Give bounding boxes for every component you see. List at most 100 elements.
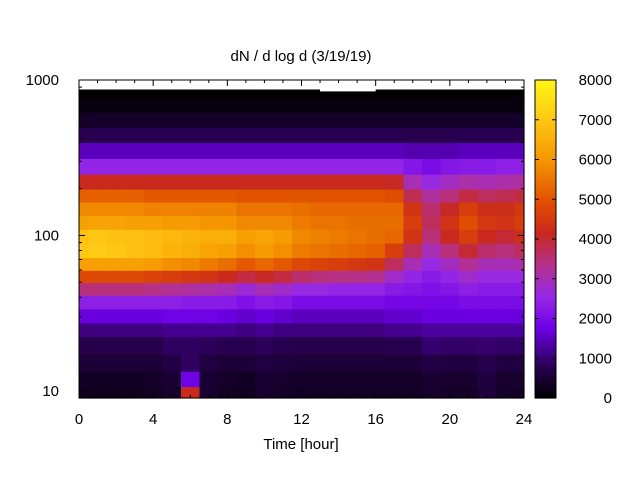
colorbar-swatch — [535, 376, 556, 379]
heatmap-cell — [384, 336, 405, 355]
colorbar-swatch — [535, 296, 556, 300]
heatmap-cell — [162, 308, 182, 324]
colorbar-swatch — [535, 115, 556, 119]
heatmap-cell — [440, 158, 460, 175]
heatmap-cell — [440, 308, 460, 324]
heatmap-cell — [422, 308, 442, 324]
heatmap-cell — [162, 371, 182, 388]
heatmap-cell — [218, 142, 238, 159]
heatmap-cell — [88, 322, 108, 338]
y-tick-label: 1000 — [26, 72, 59, 89]
heatmap-cell — [366, 322, 386, 338]
colorbar-swatch — [535, 221, 556, 224]
heatmap-cell — [347, 308, 367, 324]
heatmap-cell — [218, 188, 238, 203]
x-tick-label: 4 — [149, 411, 157, 428]
heatmap-cell — [255, 270, 275, 284]
heatmap-cell — [310, 96, 330, 113]
colorbar-swatch — [535, 300, 556, 304]
heatmap-cell — [273, 336, 293, 355]
heatmap-cell — [218, 295, 238, 310]
heatmap-cell — [273, 295, 293, 310]
heatmap-cell — [422, 229, 442, 244]
heatmap-cell — [255, 229, 275, 244]
heatmap-cell — [496, 353, 516, 372]
heatmap-cell — [292, 353, 312, 372]
heatmap-cell — [106, 257, 126, 271]
colorbar-swatch — [535, 119, 556, 123]
heatmap-cell — [106, 215, 126, 230]
colorbar-swatch — [535, 101, 556, 105]
heatmap-cell — [514, 386, 525, 399]
heatmap-cell — [180, 188, 201, 203]
colorbar-swatch — [535, 117, 556, 121]
heatmap-cell — [88, 270, 108, 284]
heatmap-cell — [329, 215, 349, 230]
colorbar-swatch — [535, 229, 556, 232]
heatmap-cell — [106, 229, 126, 244]
heatmap-cell — [218, 336, 238, 355]
heatmap-cell — [329, 282, 349, 296]
colorbar-swatch — [535, 306, 556, 310]
colorbar-tick-label: 7000 — [579, 112, 612, 129]
heatmap-cell — [477, 308, 497, 324]
heatmap-cell — [199, 295, 219, 310]
colorbar-swatch — [535, 250, 556, 254]
heatmap-cell — [310, 188, 330, 203]
colorbar-swatch — [535, 173, 556, 176]
heatmap-cell — [292, 174, 312, 190]
colorbar-swatch — [535, 316, 556, 320]
heatmap-cell — [347, 322, 367, 338]
heatmap-cell — [292, 242, 312, 259]
heatmap-cell — [403, 270, 423, 284]
heatmap-cell — [88, 174, 108, 190]
colorbar-swatch — [535, 83, 556, 87]
heatmap-cell — [329, 242, 349, 259]
heatmap-cell — [180, 242, 201, 259]
colorbar-axis: 0 1000 2000 3000 4000 5000 6000 7000 8000 — [535, 72, 612, 407]
heatmap-cell — [292, 295, 312, 310]
heatmap-cell — [273, 96, 293, 113]
colorbar-swatch — [535, 157, 556, 161]
heatmap-cell — [347, 282, 367, 296]
heatmap-cell — [125, 336, 145, 355]
colorbar-swatch — [535, 324, 556, 328]
colorbar-swatch — [535, 314, 556, 318]
heatmap-cell — [79, 308, 89, 324]
heatmap-cell — [106, 96, 126, 113]
heatmap-cell — [273, 282, 293, 296]
heatmap-cell — [422, 127, 442, 143]
heatmap-cell — [514, 127, 525, 143]
heatmap-cell — [347, 336, 367, 355]
colorbar-swatch — [535, 219, 556, 222]
colorbar-swatch — [535, 364, 556, 367]
heatmap-cell — [422, 142, 442, 159]
heatmap-cell — [273, 257, 293, 271]
heatmap-cell — [477, 353, 497, 372]
heatmap-cell — [273, 112, 293, 128]
heatmap-cell — [88, 96, 108, 113]
heatmap-cell — [79, 112, 89, 128]
colorbar-swatch — [535, 248, 556, 252]
heatmap-cell — [143, 229, 164, 244]
colorbar-swatch — [535, 254, 556, 258]
heatmap-cell — [88, 142, 108, 159]
colorbar-swatch — [535, 334, 556, 337]
heatmap-cell — [273, 353, 293, 372]
heatmap-cell — [236, 96, 256, 113]
heatmap-cell — [310, 142, 330, 159]
heatmap-cell — [347, 371, 367, 388]
heatmap-cell — [162, 257, 182, 271]
colorbar-swatch — [535, 382, 556, 385]
heatmap-cell — [329, 127, 349, 143]
colorbar-swatch — [535, 360, 556, 363]
heatmap-cell — [477, 89, 497, 98]
heatmap-cell — [384, 257, 405, 271]
heatmap-cell — [347, 386, 367, 399]
heatmap-cell — [347, 188, 367, 203]
colorbar-tick-label: 4000 — [579, 231, 612, 248]
heatmap-cell — [514, 229, 525, 244]
colorbar-swatch — [535, 384, 556, 387]
heatmap-cell — [79, 371, 89, 388]
